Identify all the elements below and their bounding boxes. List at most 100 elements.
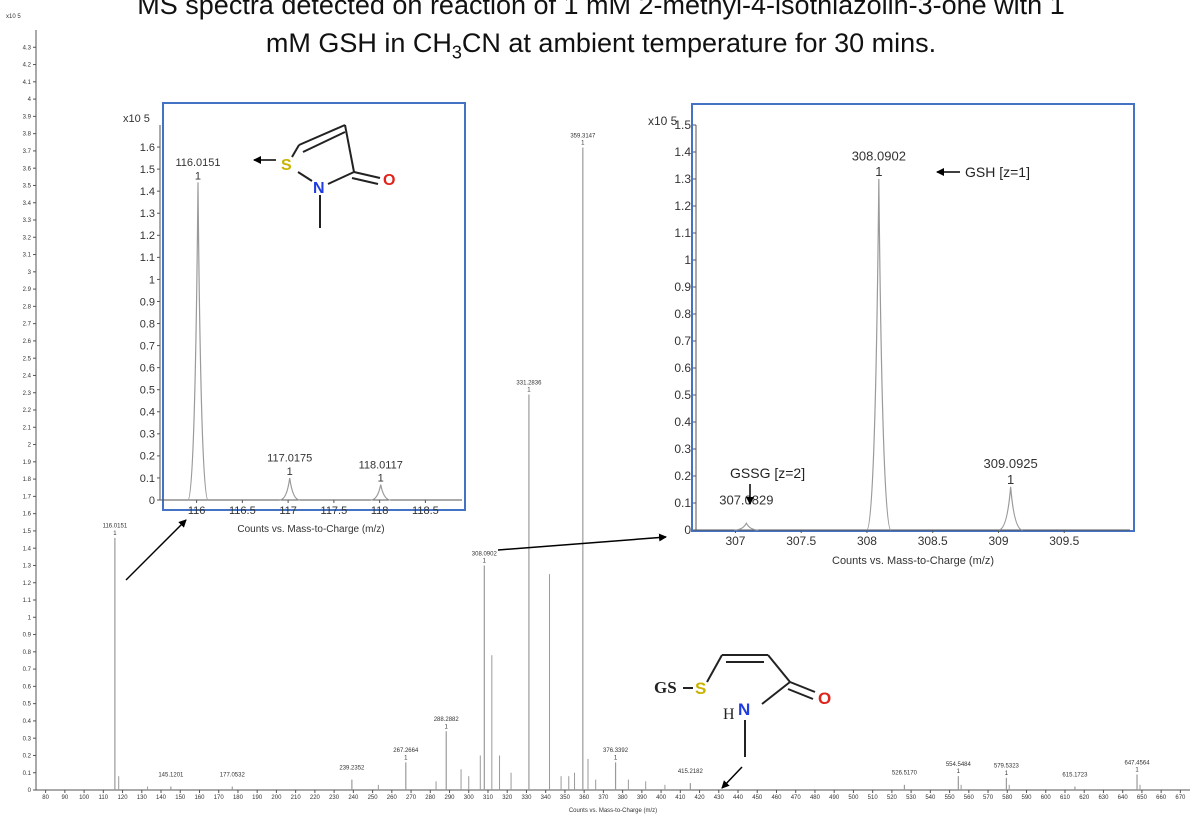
x-tick-label: 420 (695, 795, 706, 801)
mit-bond (291, 144, 300, 158)
x-tick-label: 470 (791, 795, 802, 801)
main-spectrum-chart: 80 90 100 110 120 130 140 150 160 170 180 190 200 210… (6, 14, 1190, 814)
x-tick-label: 330 (521, 795, 532, 801)
x-tick-label: 116.5 (229, 505, 256, 517)
x-tick-label: 670 (1175, 795, 1186, 801)
title-line-2-sub: 3 (451, 42, 462, 63)
y-tick-label: 0 (684, 523, 691, 537)
y-tick-label: 0.6 (140, 362, 155, 374)
peak-label: 288.2882 (434, 717, 460, 723)
y-tick-label: 2.5 (23, 356, 32, 362)
y-tick-label: 3.7 (23, 149, 32, 155)
spectrum-peak (187, 182, 209, 501)
x-tick-label: 590 (1022, 795, 1033, 801)
x-tick-label: 180 (233, 795, 244, 801)
x-tick-label: 640 (1118, 795, 1129, 801)
x-tick-label: 630 (1098, 795, 1109, 801)
peak-charge-label: 1 (875, 164, 882, 179)
peak-label: 331.2836 (516, 380, 542, 386)
x-tick-label: 90 (62, 795, 69, 801)
x-tick-label: 350 (560, 795, 571, 801)
x-tick-label: 130 (137, 795, 148, 801)
y-tick-label: 0.2 (674, 469, 691, 483)
y-tick-label: 0.5 (23, 702, 32, 708)
x-tick-label: 100 (79, 795, 90, 801)
peak-label: 239.2352 (339, 765, 365, 771)
y-tick-label: 0.9 (674, 280, 691, 294)
x-tick-label: 360 (579, 795, 590, 801)
y-tick-label: 3.4 (23, 201, 32, 207)
gs-group-label: GS (654, 678, 677, 697)
x-tick-label: 117 (279, 505, 297, 517)
y-tick-label: 4 (28, 97, 32, 103)
y-tick-label: 0.1 (140, 473, 155, 485)
x-tick-label: 500 (848, 795, 859, 801)
y-tick-label: 0.7 (674, 334, 691, 348)
y-multiplier-label: x10 5 (648, 114, 678, 128)
y-tick-label: 0.1 (674, 496, 691, 510)
x-tick-label: 120 (118, 795, 129, 801)
y-tick-label: 2.8 (23, 304, 32, 310)
peak-label: 118.0117 (359, 459, 403, 471)
y-tick-label: 1.1 (140, 252, 155, 264)
gs-adduct-bond (789, 681, 816, 693)
mit-nitrogen-label: N (313, 180, 325, 197)
y-tick-label: 0.6 (23, 684, 32, 690)
spectrum-peak (866, 178, 892, 531)
x-tick-label: 580 (1002, 795, 1013, 801)
peak-label: 117.0175 (267, 453, 312, 465)
x-tick-label: 650 (1137, 795, 1148, 801)
y-tick-label: 1.5 (674, 118, 691, 132)
peak-label: 308.0902 (472, 551, 498, 557)
arrow-adduct-to-peak (721, 766, 743, 789)
x-tick-label: 460 (771, 795, 782, 801)
peak-label: 267.2664 (393, 748, 419, 754)
y-tick-label: 3.5 (23, 184, 32, 190)
x-tick-label: 560 (964, 795, 975, 801)
gs-adduct-bond (767, 654, 791, 683)
y-tick-label: 0.3 (674, 442, 691, 456)
gs-adduct-nitrogen-label: N (738, 700, 750, 719)
x-tick-label: 308.5 (918, 534, 948, 548)
y-tick-label: 2.6 (23, 339, 32, 345)
peak-charge-label: 1 (404, 755, 408, 761)
y-tick-label: 0.8 (674, 307, 691, 321)
mit-bond (327, 171, 355, 185)
y-tick-label: 1.8 (23, 477, 32, 483)
y-tick-label: 1.2 (23, 581, 32, 587)
peak-label: 145.1201 (158, 772, 184, 778)
y-tick-label: 1.2 (674, 199, 691, 213)
y-tick-label: 1.4 (140, 186, 155, 198)
x-tick-label: 380 (618, 795, 629, 801)
x-axis-label: Counts vs. Mass-to-Charge (m/z) (832, 555, 994, 567)
mit-bond (344, 124, 355, 173)
x-tick-label: 310 (483, 795, 494, 801)
gsh-annotation: GSH [z=1] (965, 164, 1030, 180)
y-tick-label: 1.3 (23, 564, 32, 570)
y-tick-label: 0.2 (23, 754, 32, 760)
x-tick-label: 520 (887, 795, 898, 801)
peak-charge-label: 1 (1007, 472, 1014, 487)
y-multiplier-label: x10 5 (123, 113, 150, 125)
x-tick-label: 140 (156, 795, 167, 801)
y-tick-label: 2.1 (23, 425, 32, 431)
y-tick-label: 3.8 (23, 132, 32, 138)
y-tick-label: 0.9 (140, 296, 155, 308)
y-tick-label: 1 (684, 253, 691, 267)
arrow-to-left-inset (125, 519, 187, 581)
mit-bond (351, 177, 379, 185)
peak-label: 376.3392 (603, 748, 629, 754)
y-tick-label: 0.8 (23, 650, 32, 656)
y-tick-label: 3.2 (23, 235, 32, 241)
peak-charge-label: 1 (445, 724, 449, 730)
title-line-2-pre: mM GSH in CH (265, 28, 452, 58)
x-tick-label: 260 (387, 795, 398, 801)
y-tick-label: 3.9 (23, 114, 32, 120)
x-tick-label: 290 (445, 795, 456, 801)
inset-right-frame (691, 103, 1135, 532)
y-tick-label: 3 (28, 270, 32, 276)
x-tick-label: 600 (1041, 795, 1052, 801)
y-tick-label: 1.3 (140, 208, 155, 220)
mit-structure: S N O (253, 124, 395, 228)
